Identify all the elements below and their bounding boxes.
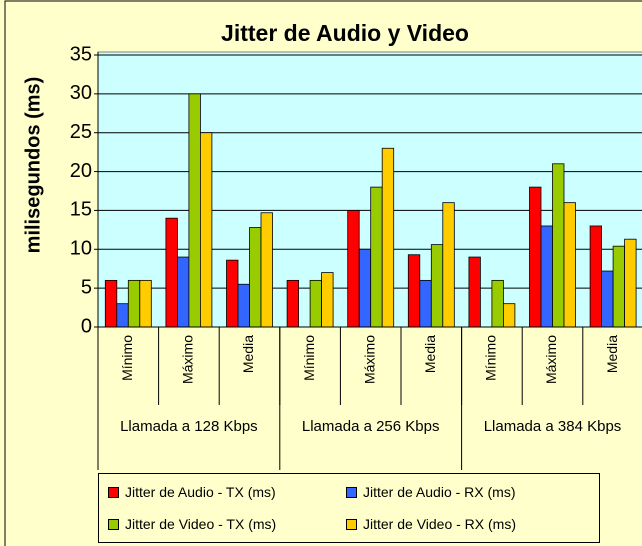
legend-label: Jitter de Audio - RX (ms) [363, 484, 516, 500]
bar [468, 256, 481, 328]
bar [529, 186, 542, 328]
bar [407, 254, 421, 328]
bar [260, 212, 273, 328]
bar [491, 279, 504, 328]
bar [552, 163, 565, 328]
bar [589, 225, 602, 328]
y-tick-label: 15 [70, 199, 92, 221]
bar [176, 256, 190, 328]
bar [430, 244, 444, 328]
bar [309, 279, 323, 328]
bar [104, 279, 118, 328]
x-tick-label: Media [422, 335, 438, 373]
chart-title: Jitter de Audio y Video [221, 20, 469, 46]
bar [127, 279, 141, 328]
legend-label: Jitter de Video - RX (ms) [363, 516, 517, 532]
x-tick-label: Máximo [543, 335, 559, 384]
bar [601, 270, 614, 328]
legend-item: Jitter de Audio - RX (ms) [346, 484, 516, 500]
bar [237, 283, 250, 328]
x-tick-label: Mínimo [483, 335, 499, 381]
legend-swatch [346, 486, 357, 498]
bar [442, 202, 455, 328]
legend-item: Jitter de Audio - TX (ms) [108, 484, 276, 500]
legend-label: Jitter de Video - TX (ms) [125, 516, 277, 532]
y-tick-label: 0 [81, 315, 92, 337]
x-tick-label: Mínimo [119, 335, 135, 381]
bar [502, 303, 516, 328]
legend-swatch [108, 518, 119, 530]
legend-item: Jitter de Video - TX (ms) [108, 516, 276, 532]
legend-swatch [108, 486, 119, 498]
bar [612, 245, 625, 328]
y-tick-label: 10 [70, 238, 92, 260]
group-label: Llamada a 256 Kbps [301, 418, 440, 435]
bar [540, 225, 553, 328]
x-tick-label: Máximo [180, 335, 196, 384]
y-tick-label: 30 [70, 82, 92, 104]
legend-item: Jitter de Video - RX (ms) [346, 516, 516, 532]
x-tick-label: Media [604, 335, 620, 373]
bar [165, 217, 178, 328]
y-tick-label: 5 [81, 276, 92, 298]
bar [321, 272, 334, 328]
legend [98, 473, 600, 543]
bar [370, 186, 383, 328]
group-label: Llamada a 384 Kbps [483, 418, 622, 435]
legend-swatch [346, 518, 357, 530]
bar [563, 202, 576, 328]
bar [624, 238, 637, 328]
y-tick-label: 25 [70, 121, 92, 143]
x-tick-label: Máximo [361, 335, 377, 384]
bar [188, 93, 201, 328]
y-axis-label: milisegundos (ms) [22, 77, 44, 254]
chart-border [4, 0, 642, 546]
bar [199, 132, 213, 328]
group-label: Llamada a 128 Kbps [120, 418, 258, 435]
y-tick-label: 35 [70, 43, 92, 65]
legend-label: Jitter de Audio - TX (ms) [125, 484, 276, 500]
bar [358, 248, 372, 328]
bar [139, 279, 152, 328]
bar [419, 279, 432, 328]
bar [116, 303, 129, 328]
bar [286, 279, 300, 328]
x-tick-label: Mínimo [301, 335, 317, 381]
bar [249, 227, 262, 328]
y-tick-label: 20 [70, 160, 92, 182]
bar [381, 147, 395, 328]
bar [347, 210, 360, 328]
x-tick-label: Media [240, 335, 256, 373]
bar [226, 259, 239, 328]
